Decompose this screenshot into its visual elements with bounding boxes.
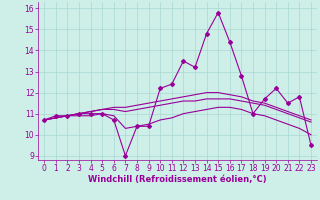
X-axis label: Windchill (Refroidissement éolien,°C): Windchill (Refroidissement éolien,°C) (88, 175, 267, 184)
